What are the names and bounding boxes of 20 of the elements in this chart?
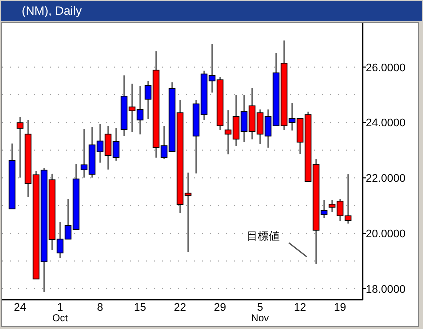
text: Oct xyxy=(52,314,68,324)
x-tick-label: 29 xyxy=(214,302,226,314)
x-tick-label: 8 xyxy=(97,302,104,314)
y-tick-label: 18.0000 xyxy=(366,284,406,296)
chart-title: (NM), Daily xyxy=(22,4,82,18)
y-tick-label: 24.0000 xyxy=(366,118,406,130)
annotation: 目標値 xyxy=(247,231,280,243)
x-tick-label: 22 xyxy=(174,302,186,314)
x-tick-label: 15 xyxy=(134,302,146,314)
y-tick-label: 20.0000 xyxy=(366,228,406,241)
x-tick-label: 5 xyxy=(257,302,264,314)
x-tick-label: 12 xyxy=(294,302,306,314)
x-tick-label: 24 xyxy=(14,302,26,314)
y-tick-label: 26.0000 xyxy=(366,62,406,74)
y-tick-label: 22.0000 xyxy=(366,173,406,186)
x-tick-label: 19 xyxy=(334,302,346,314)
x-tick-label: 1 xyxy=(57,302,64,314)
annotation-pointer: 目標値 xyxy=(247,231,308,258)
candlestick xyxy=(16,116,24,178)
text: Nov xyxy=(251,314,270,324)
